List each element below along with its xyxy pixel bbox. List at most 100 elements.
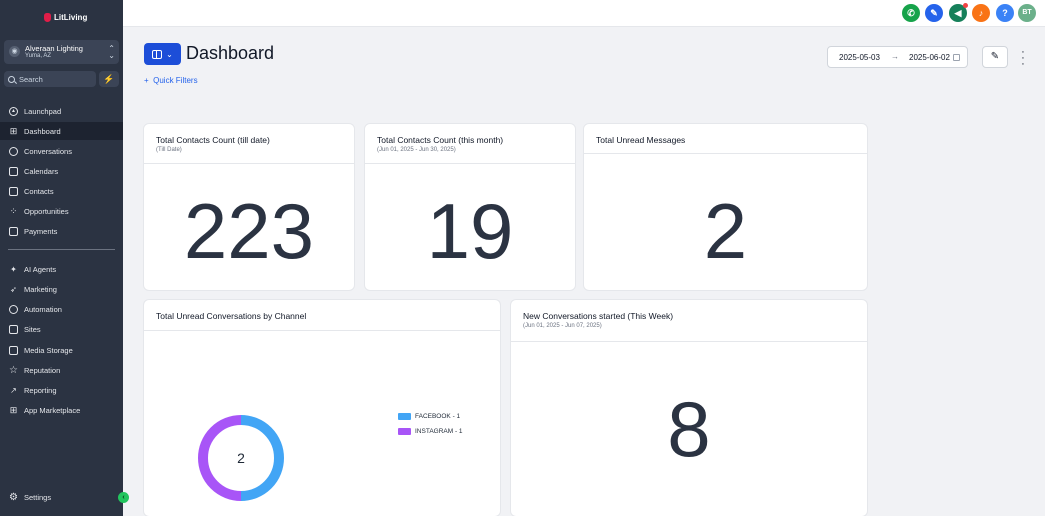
metric-value: 19 — [426, 187, 514, 275]
date-end[interactable]: 2025-06-02 — [909, 53, 950, 62]
sidebar-item-opportunities[interactable]: ⁘ Opportunities — [0, 202, 123, 220]
card-subtitle: (Till Date) — [156, 147, 182, 153]
sites-icon — [9, 324, 18, 334]
star-icon: ☆ — [9, 364, 18, 376]
sidebar: LitLiving ◉ Alveraan Lighting Yuma, AZ ⌃… — [0, 0, 129, 516]
more-options-icon[interactable]: · · · — [1021, 46, 1025, 70]
logo-mark-icon — [44, 13, 51, 22]
sidebar-item-label: Opportunities — [24, 206, 69, 216]
sidebar-item-label: Reputation — [24, 365, 61, 375]
location-icon: ◉ — [9, 46, 20, 57]
page-title: Dashboard — [186, 43, 275, 63]
card-divider — [584, 153, 867, 154]
sidebar-item-reporting[interactable]: ↗ Reporting — [0, 381, 123, 399]
sidebar-item-ai-agents[interactable]: ✦ AI Agents — [0, 260, 123, 278]
card-divider — [144, 330, 500, 331]
card-divider — [511, 341, 867, 342]
sidebar-item-label: Reporting — [24, 385, 57, 395]
card-title: Total Unread Conversations by Channel — [156, 311, 307, 321]
card-subtitle: (Jun 01, 2025 - Jun 30, 2025) — [377, 147, 456, 153]
image-icon — [9, 345, 18, 355]
metric-value: 8 — [667, 385, 711, 473]
card-total-unread-messages: Total Unread Messages 2 — [584, 124, 867, 290]
sidebar-divider — [8, 249, 115, 250]
apps-grid-icon: ⊞ — [9, 404, 18, 415]
sidebar-item-settings[interactable]: ⚙ Settings — [0, 488, 123, 506]
notification-dot — [963, 3, 968, 8]
edit-dashboard-button[interactable]: ✎ — [982, 46, 1008, 68]
sidebar-item-launchpad[interactable]: ▲ Launchpad — [0, 102, 123, 120]
search-input[interactable] — [19, 74, 89, 84]
search-box[interactable] — [4, 71, 96, 87]
calendar-icon — [953, 54, 960, 61]
card-subtitle: (Jun 01, 2025 - Jun 07, 2025) — [523, 323, 602, 329]
megaphone-icon[interactable]: ◀ — [949, 4, 967, 22]
sidebar-item-sites[interactable]: Sites — [0, 320, 123, 338]
sidebar-item-label: Payments — [24, 226, 58, 236]
bell-icon[interactable]: ♪ — [972, 4, 990, 22]
card-title: New Conversations started (This Week) — [523, 311, 674, 321]
donut-slice-facebook[interactable] — [240, 415, 284, 501]
quick-filters-label: Quick Filters — [153, 76, 198, 85]
logo[interactable]: LitLiving — [44, 13, 87, 22]
gear-icon: ⚙ — [9, 491, 18, 503]
sidebar-item-app-marketplace[interactable]: ⊞ App Marketplace — [0, 401, 123, 419]
quick-action-bolt-icon[interactable]: ⚡ — [99, 71, 119, 87]
logo-text: LitLiving — [54, 13, 88, 22]
sidebar-item-media-storage[interactable]: Media Storage — [0, 341, 123, 359]
collapse-sidebar-chevron-icon[interactable]: ‹ — [118, 492, 129, 503]
chat-bubble-icon — [9, 146, 18, 156]
donut-slice-instagram[interactable] — [198, 415, 242, 501]
date-start[interactable]: 2025-05-03 — [839, 53, 880, 62]
donut-chart: 2 — [198, 415, 284, 501]
chevron-updown-icon: ⌃ ⌄ — [108, 44, 115, 60]
metric-value: 2 — [703, 187, 748, 275]
user-avatar[interactable]: BT — [1018, 4, 1036, 22]
quick-filters-link[interactable]: + Quick Filters — [144, 76, 198, 85]
sidebar-item-label: Settings — [24, 492, 52, 502]
legend-item-facebook[interactable]: FACEBOOK - 1 — [398, 413, 460, 420]
dashboard-switcher-button[interactable]: ⌄ — [144, 43, 181, 65]
ticket-icon[interactable]: ✎ — [925, 4, 943, 22]
top-bar — [123, 0, 1045, 27]
legend-label: INSTAGRAM - 1 — [415, 428, 463, 435]
chevron-down-icon: ⌄ — [166, 49, 173, 59]
automation-icon — [9, 304, 18, 314]
sidebar-item-payments[interactable]: Payments — [0, 222, 123, 240]
metric-value: 223 — [183, 187, 315, 275]
calendar-icon — [9, 166, 18, 176]
card-title: Total Contacts Count (till date) — [156, 135, 270, 145]
sidebar-item-label: Media Storage — [24, 345, 73, 355]
card-divider — [365, 163, 575, 164]
opportunities-icon: ⁘ — [9, 205, 18, 216]
sidebar-item-label: Conversations — [24, 146, 72, 156]
account-name: Alveraan Lighting — [25, 44, 83, 53]
card-title: Total Contacts Count (this month) — [377, 135, 504, 145]
sidebar-item-label: Automation — [24, 304, 62, 314]
legend-swatch — [398, 413, 411, 420]
sidebar-item-reputation[interactable]: ☆ Reputation — [0, 361, 123, 379]
dashboard-grid-icon: ⊞ — [9, 125, 18, 136]
sidebar-item-label: Contacts — [24, 186, 54, 196]
legend-swatch — [398, 428, 411, 435]
arrow-right-icon: → — [891, 52, 899, 61]
sidebar-item-label: Dashboard — [24, 126, 61, 136]
sidebar-item-dashboard[interactable]: ⊞ Dashboard — [0, 122, 123, 140]
date-range-picker[interactable]: 2025-05-03 → 2025-06-02 — [827, 46, 968, 68]
sidebar-item-calendars[interactable]: Calendars — [0, 162, 123, 180]
sidebar-item-contacts[interactable]: Contacts — [0, 182, 123, 200]
sidebar-item-label: Sites — [24, 324, 41, 334]
phone-icon[interactable]: ✆ — [902, 4, 920, 22]
legend-item-instagram[interactable]: INSTAGRAM - 1 — [398, 428, 463, 435]
help-icon[interactable]: ? — [996, 4, 1014, 22]
card-unread-conversations-by-channel: Total Unread Conversations by Channel 2 … — [144, 300, 500, 516]
sidebar-item-conversations[interactable]: Conversations — [0, 142, 123, 160]
card-divider — [144, 163, 354, 164]
account-switcher[interactable]: ◉ Alveraan Lighting Yuma, AZ ⌃ ⌄ — [4, 40, 119, 64]
card-total-contacts-this-month: Total Contacts Count (this month) (Jun 0… — [365, 124, 575, 290]
trend-icon: ↗ — [10, 385, 17, 395]
donut-center-label: 2 — [237, 450, 245, 466]
rocket-icon: ▲ — [9, 106, 18, 116]
sidebar-item-marketing[interactable]: ➶ Marketing — [0, 280, 123, 298]
sidebar-item-automation[interactable]: Automation — [0, 300, 123, 318]
